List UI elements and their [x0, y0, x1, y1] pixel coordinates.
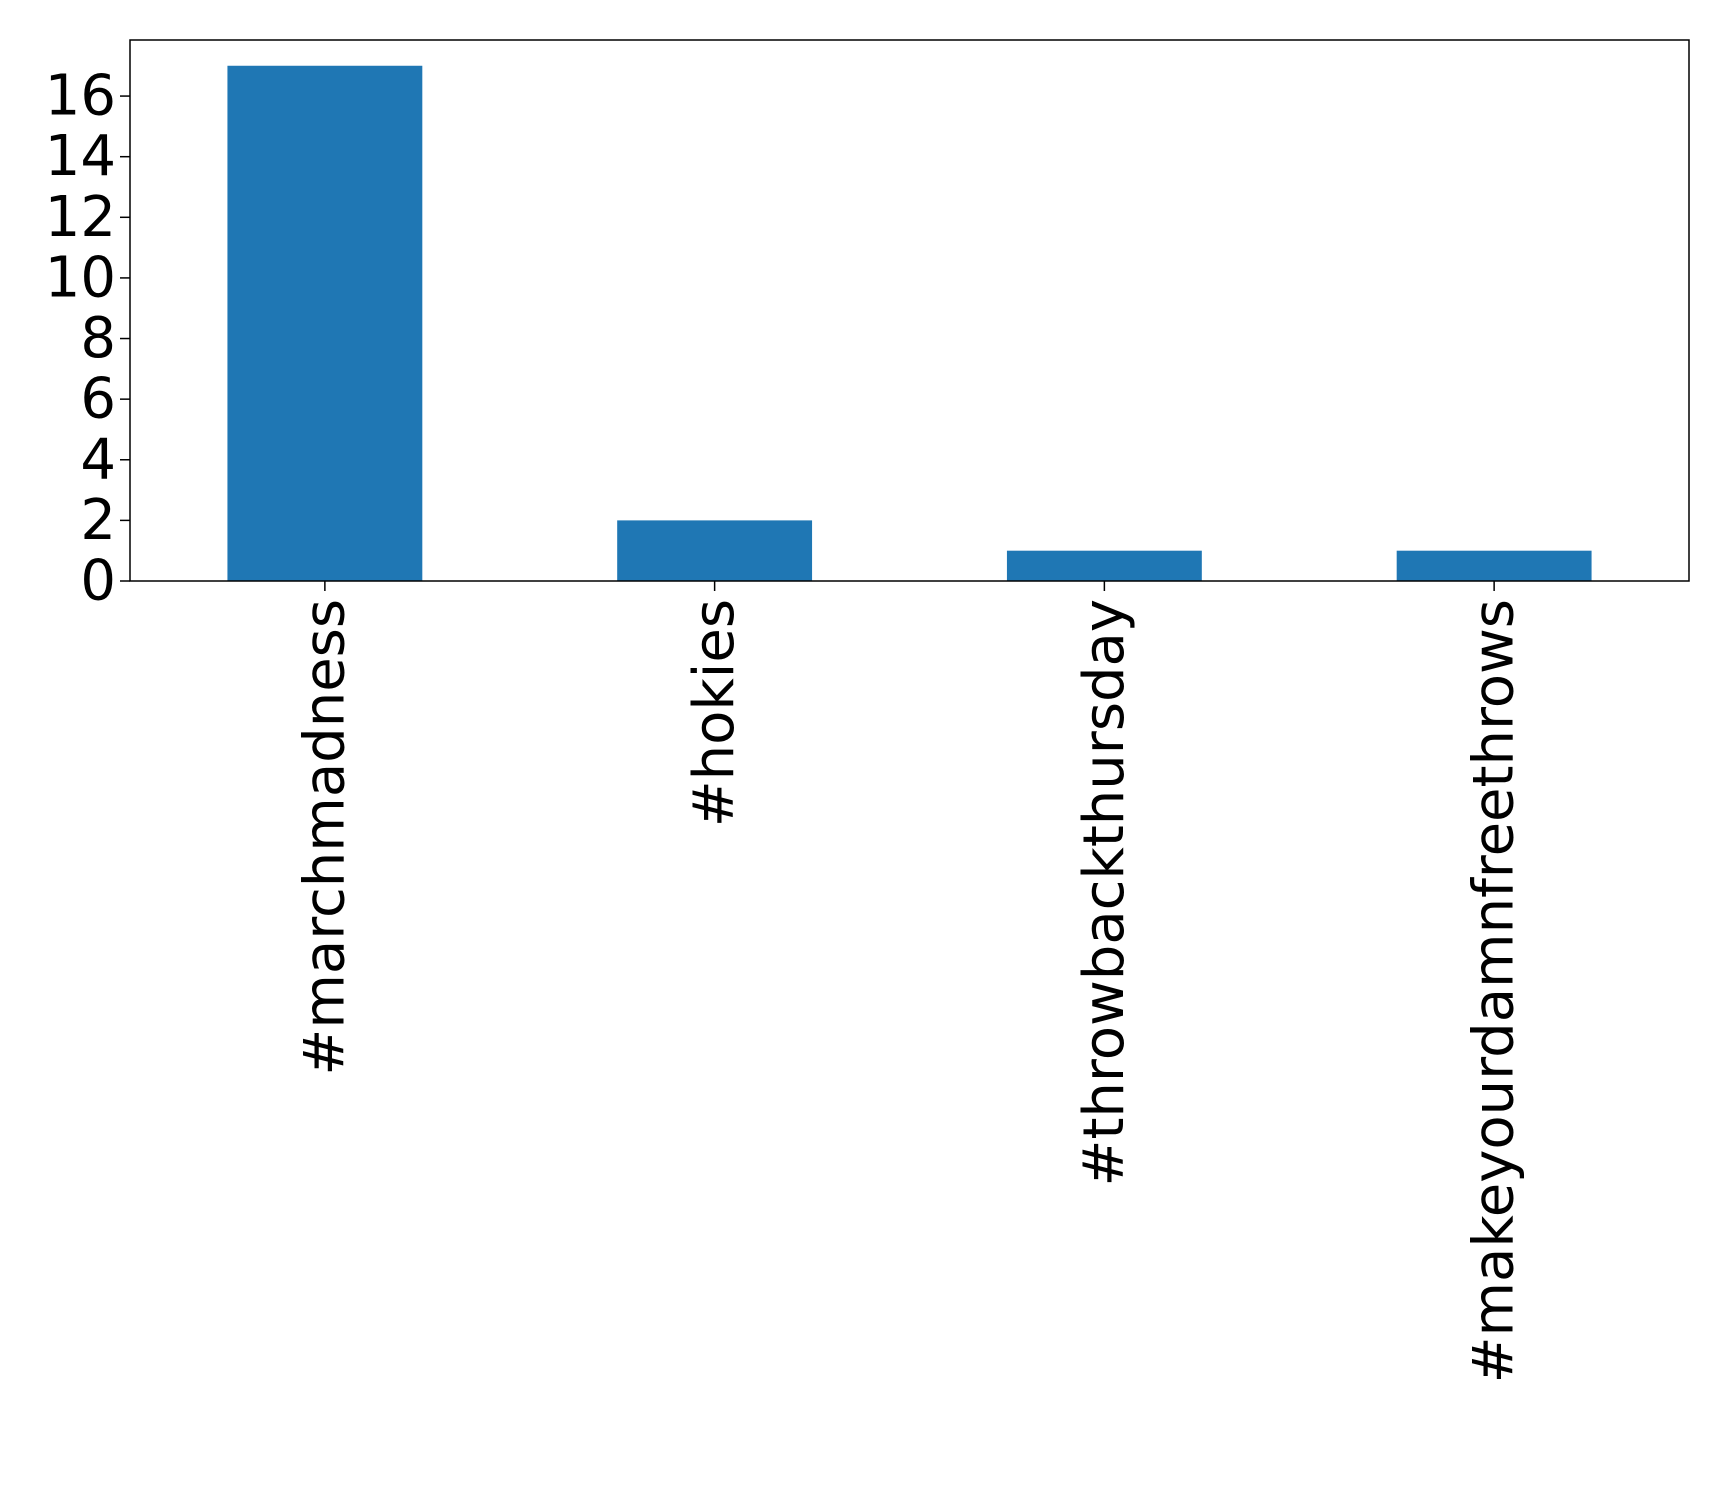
- y-tick-label: 16: [45, 64, 116, 129]
- x-tick-label: #marchmadness: [292, 599, 357, 1076]
- y-tick-label: 12: [45, 185, 116, 250]
- y-tick-label: 8: [80, 306, 116, 371]
- x-tick-label: #hokies: [682, 599, 747, 827]
- y-tick-label: 14: [45, 124, 116, 189]
- y-tick-label: 6: [80, 367, 116, 432]
- x-axis: #marchmadness #hokies #throwbackthursday #m…: [292, 581, 1527, 1383]
- bar-0: [227, 65, 423, 581]
- y-tick-label: 4: [80, 427, 116, 492]
- x-tick-label: #throwbackthursday: [1072, 599, 1137, 1186]
- bar-2: [1006, 550, 1202, 581]
- x-tick-label: #makeyourdamnfreethrows: [1462, 599, 1527, 1383]
- plot-frame: [129, 39, 1690, 582]
- y-tick-label: 2: [80, 488, 116, 553]
- y-tick-label: 10: [45, 245, 116, 310]
- y-tick-label: 0: [80, 549, 116, 614]
- bar-3: [1396, 550, 1592, 581]
- bars-layer: [227, 65, 1592, 581]
- bar-1: [617, 520, 813, 581]
